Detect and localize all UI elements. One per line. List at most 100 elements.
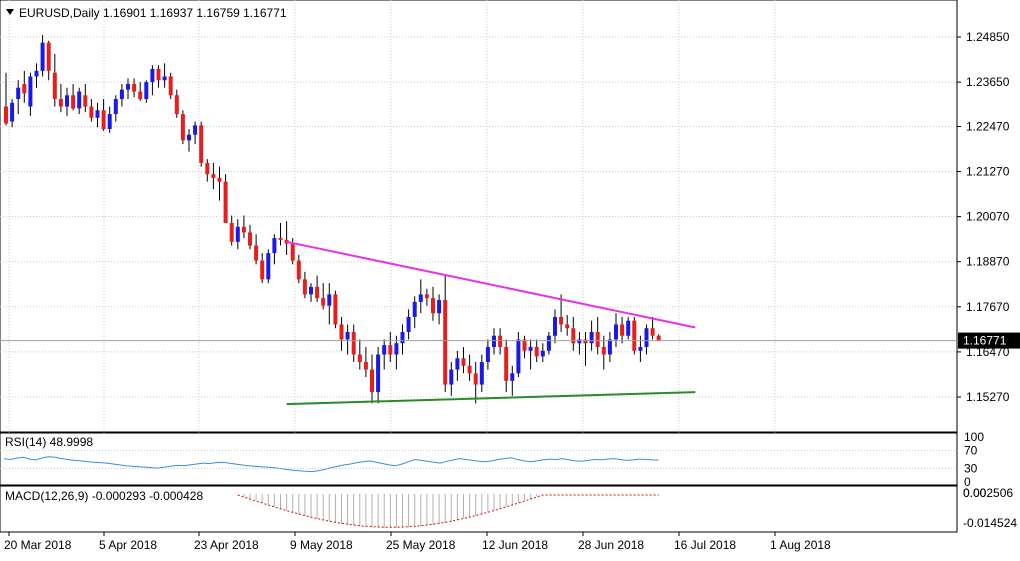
time-tick-label: 28 Jun 2018 <box>578 538 644 552</box>
macd-tick-label: 0.00 <box>963 486 987 500</box>
candle-bear <box>601 347 606 355</box>
candle-bear <box>571 328 576 344</box>
candle-bull <box>437 300 442 314</box>
candle-bear <box>211 174 216 178</box>
candle-bull <box>553 316 557 336</box>
price-tick-label: 1.17670 <box>966 300 1010 314</box>
candle-bull <box>528 347 533 351</box>
candle-bear <box>315 286 320 299</box>
candle-bull <box>449 369 454 385</box>
candle-bull <box>382 345 387 355</box>
candle-bear <box>461 358 466 366</box>
candle-bull <box>266 253 271 280</box>
candle-bull <box>272 238 277 254</box>
candle-bear <box>4 106 8 124</box>
candle-bear <box>229 223 234 242</box>
candle-bear <box>522 339 527 351</box>
candle-bear <box>138 91 143 100</box>
support-trendline[interactable] <box>286 391 696 406</box>
candle-bear <box>296 260 301 280</box>
candle-bull <box>40 42 45 71</box>
candle-bull <box>77 91 82 109</box>
candle-bear <box>89 106 94 118</box>
candle-bear <box>254 245 259 261</box>
candle-bull <box>638 347 643 351</box>
ohlc-values: 1.16901 1.16937 1.16759 1.16771 <box>103 6 287 20</box>
price-axis: 1.24850 1.23650 1.22470 1.21270 1.20070 1.188… <box>957 30 1010 404</box>
candle-bull <box>126 83 130 90</box>
price-panel <box>0 0 958 433</box>
candle-bull <box>607 339 612 355</box>
candle-bear <box>321 298 326 306</box>
candle-bull <box>589 331 594 344</box>
candle-bear <box>363 362 368 370</box>
candle-bull <box>193 125 198 135</box>
candle-bull <box>577 339 582 344</box>
dropdown-triangle-icon[interactable] <box>6 9 14 15</box>
candle-bull <box>235 226 240 242</box>
rsi-tick-label: 70 <box>964 444 978 458</box>
price-tick-label: 1.21270 <box>966 165 1010 179</box>
candle-bull <box>10 102 15 122</box>
candle-bear <box>583 339 588 344</box>
candle-bear <box>333 294 338 325</box>
candle-bull <box>34 70 39 77</box>
macd-signal-line <box>237 494 659 528</box>
candle-bull <box>516 339 521 374</box>
candle-bear <box>534 347 539 357</box>
price-grid <box>0 0 957 532</box>
time-tick-label: 12 Jun 2018 <box>482 538 548 552</box>
candle-bull <box>412 301 417 317</box>
candle-bull <box>327 294 332 306</box>
candle-bull <box>113 99 118 115</box>
candle-bear <box>357 354 362 363</box>
candle-bear <box>595 331 600 347</box>
current-price-label-bg <box>958 332 1020 349</box>
rsi-tick-label: 0 <box>964 475 971 489</box>
macd-tick-label: -0.014524 <box>963 516 1017 530</box>
candle-bear <box>498 335 503 347</box>
candle-bear <box>443 300 448 385</box>
candle-bull <box>510 373 515 381</box>
candle-bull <box>144 82 149 100</box>
time-tick-label: 20 Mar 2018 <box>4 538 72 552</box>
candle-bull <box>546 335 551 351</box>
candle-bull <box>95 110 100 118</box>
candle-bull <box>28 76 33 107</box>
price-tick-label: 1.23650 <box>966 75 1010 89</box>
rsi-label: RSI(14) 48.9998 <box>5 435 93 449</box>
candle-bull <box>418 294 423 302</box>
price-tick-label: 1.15270 <box>966 390 1010 404</box>
candle-bear <box>260 260 265 280</box>
candle-bull <box>540 350 545 357</box>
price-tick-label: 1.22470 <box>966 119 1010 133</box>
candle-bull <box>309 286 313 295</box>
candle-bear <box>22 83 27 94</box>
macd-label: MACD(12,26,9) -0.000293 -0.000428 <box>5 489 203 503</box>
candle-bull <box>394 343 399 355</box>
candle-bear <box>565 324 570 329</box>
candle-bear <box>473 373 478 385</box>
candle-bear <box>339 324 344 340</box>
resistance-trendline[interactable] <box>286 240 696 329</box>
current-price-label: 1.16771 <box>963 334 1007 348</box>
candle-bear <box>504 347 509 381</box>
rsi-panel <box>0 432 958 486</box>
candle-bear <box>46 42 51 71</box>
macd-panel <box>0 485 958 533</box>
rsi-tick-label: 100 <box>964 430 984 444</box>
candle-bull <box>162 76 167 81</box>
candle-bear <box>180 114 185 141</box>
candle-bear <box>223 181 228 224</box>
candle-bull <box>485 347 490 363</box>
time-tick-label: 5 Apr 2018 <box>99 538 157 552</box>
candle-bear <box>217 177 222 182</box>
candle-bear <box>302 279 307 295</box>
candle-bull <box>479 362 484 385</box>
candle-bear <box>83 95 88 107</box>
candle-bull <box>187 134 191 141</box>
candle-bear <box>559 316 564 325</box>
